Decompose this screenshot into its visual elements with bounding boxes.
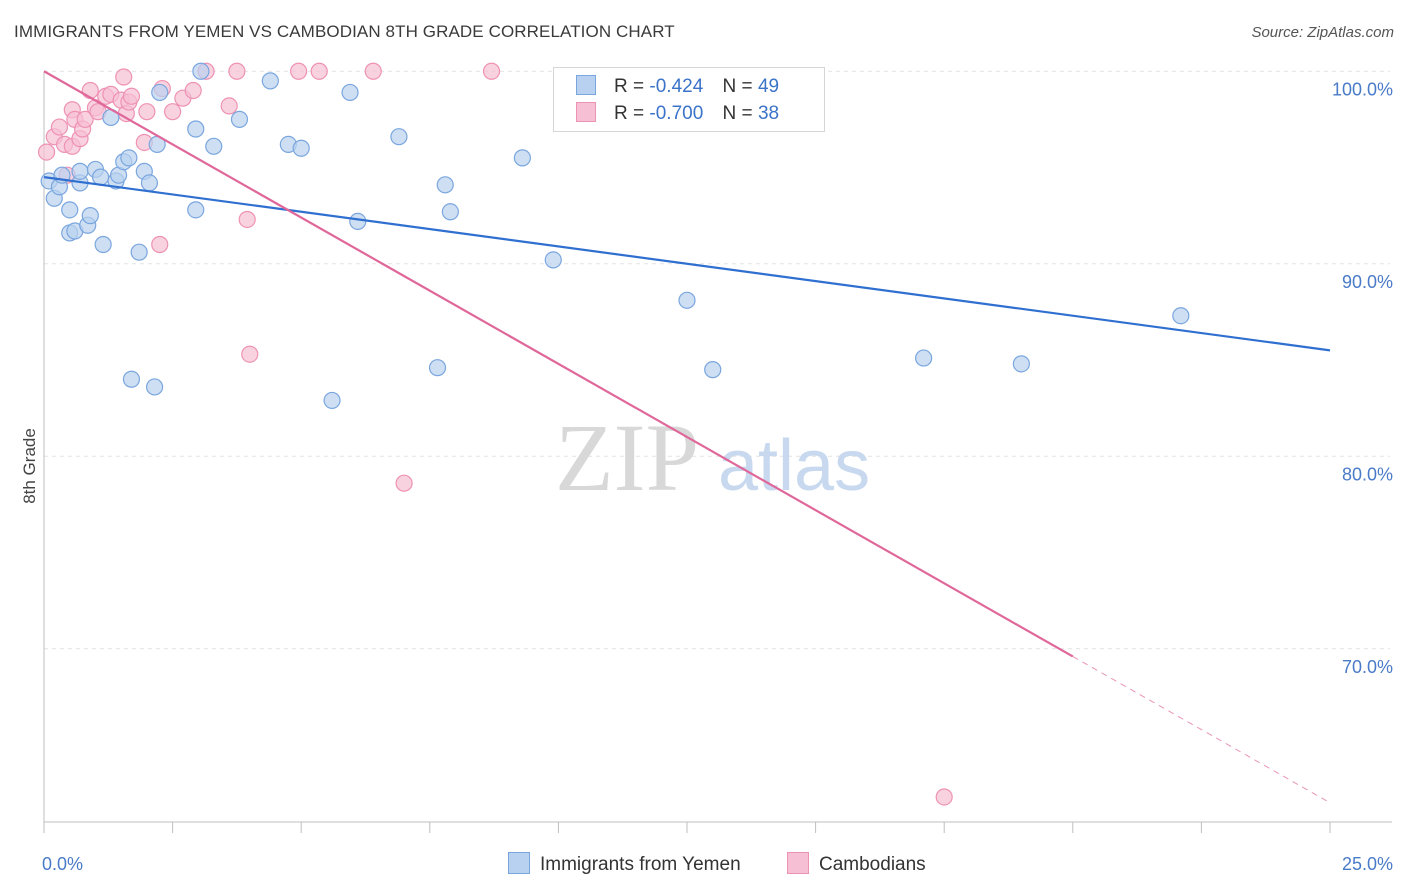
point-cambodian <box>364 62 382 80</box>
legend-item-cambodian[interactable]: Cambodians <box>787 852 926 876</box>
point-yemen <box>704 361 722 379</box>
chart-title: IMMIGRANTS FROM YEMEN VS CAMBODIAN 8TH G… <box>14 22 675 41</box>
point-cambodian <box>220 97 238 115</box>
y-tick-label: 100.0% <box>1332 79 1393 99</box>
point-cambodian <box>37 143 56 161</box>
point-cambodian <box>228 62 246 80</box>
watermark-zip: ZIP <box>555 404 699 511</box>
point-yemen <box>145 378 164 396</box>
y-tick-label: 80.0% <box>1342 464 1393 484</box>
point-yemen <box>341 83 359 102</box>
point-yemen <box>513 149 531 167</box>
point-cambodian <box>290 62 308 80</box>
legend-swatch-yemen <box>576 75 596 95</box>
trend-line-yemen <box>43 176 1331 352</box>
point-yemen <box>428 359 447 377</box>
legend-label-cambodian: Cambodians <box>819 854 926 875</box>
legend-swatch-cambodian <box>787 852 809 874</box>
point-cambodian <box>241 345 259 363</box>
point-cambodian <box>122 87 141 105</box>
point-yemen <box>205 137 223 155</box>
point-cambodian <box>164 103 182 121</box>
legend-r-label: R = <box>614 103 645 124</box>
trend-lines <box>43 70 1331 804</box>
point-yemen <box>436 176 454 194</box>
point-yemen <box>323 391 341 410</box>
tick-labels: 70.0% 80.0% 90.0% 100.0% 0.0% 25.0% <box>42 79 1393 874</box>
legend-row-yemen: R = -0.424 N = 49 <box>576 75 779 99</box>
y-tick-label: 70.0% <box>1342 657 1393 677</box>
point-yemen <box>122 370 141 388</box>
grid-lines <box>44 70 1390 650</box>
point-yemen <box>1172 307 1190 325</box>
point-yemen <box>120 149 138 167</box>
point-yemen <box>94 235 112 254</box>
point-yemen <box>187 120 205 138</box>
point-yemen <box>678 291 696 309</box>
trend-line-extension-cambodian <box>1072 656 1331 804</box>
point-cambodian <box>184 81 202 100</box>
point-cambodian <box>138 103 156 121</box>
point-cambodian <box>115 68 133 86</box>
legend-r-label: R = <box>614 76 645 97</box>
point-cambodian <box>482 62 501 80</box>
stats-legend: R = -0.424 N = 49 R = -0.700 N = 38 <box>553 67 825 132</box>
point-cambodian <box>151 235 169 254</box>
point-yemen <box>261 72 279 90</box>
point-cambodian <box>395 474 413 492</box>
point-yemen <box>140 174 159 192</box>
point-yemen <box>390 128 408 146</box>
point-yemen <box>81 207 99 225</box>
legend-r-value-cambodian: -0.700 <box>649 103 704 124</box>
point-yemen <box>349 212 367 230</box>
x-tick-label-min: 0.0% <box>42 854 83 874</box>
point-yemen <box>71 162 89 180</box>
watermark: ZIP atlas <box>555 404 870 511</box>
legend-r-value-yemen: -0.424 <box>649 76 704 97</box>
axes <box>43 72 1392 833</box>
point-yemen <box>130 243 148 261</box>
point-yemen <box>61 201 79 219</box>
point-yemen <box>544 251 562 269</box>
point-cambodian <box>81 81 99 100</box>
point-yemen <box>1012 355 1030 373</box>
legend-swatch-cambodian <box>576 102 596 122</box>
point-cambodian <box>935 788 953 806</box>
point-cambodian <box>50 118 69 136</box>
point-yemen <box>230 110 249 128</box>
watermark-atlas: atlas <box>718 426 870 506</box>
series-legend: Immigrants from Yemen Cambodians <box>0 852 1406 878</box>
legend-n-value-cambodian: 38 <box>757 103 780 124</box>
legend-item-yemen[interactable]: Immigrants from Yemen <box>508 852 741 876</box>
legend-label-yemen: Immigrants from Yemen <box>540 854 741 875</box>
legend-n-value-yemen: 49 <box>757 76 780 97</box>
point-cambodian <box>310 62 328 80</box>
point-yemen <box>187 201 205 219</box>
point-yemen <box>441 203 459 221</box>
point-yemen <box>915 349 933 367</box>
point-yemen <box>91 168 110 186</box>
legend-n-label: N = <box>722 103 753 124</box>
point-yemen <box>151 83 169 102</box>
legend-swatch-yemen <box>508 852 530 874</box>
legend-n-label: N = <box>722 76 753 97</box>
point-yemen <box>292 139 310 157</box>
point-cambodian <box>238 210 256 229</box>
trend-line-cambodian <box>43 70 1074 658</box>
y-axis-label: 8th Grade <box>20 428 39 504</box>
legend-row-cambodian: R = -0.700 N = 38 <box>576 102 779 126</box>
x-tick-label-max: 25.0% <box>1342 854 1393 874</box>
source-label: Source: ZipAtlas.com <box>1251 24 1394 41</box>
point-cambodian <box>76 110 94 128</box>
y-tick-label: 90.0% <box>1342 272 1393 292</box>
point-yemen <box>192 62 210 80</box>
